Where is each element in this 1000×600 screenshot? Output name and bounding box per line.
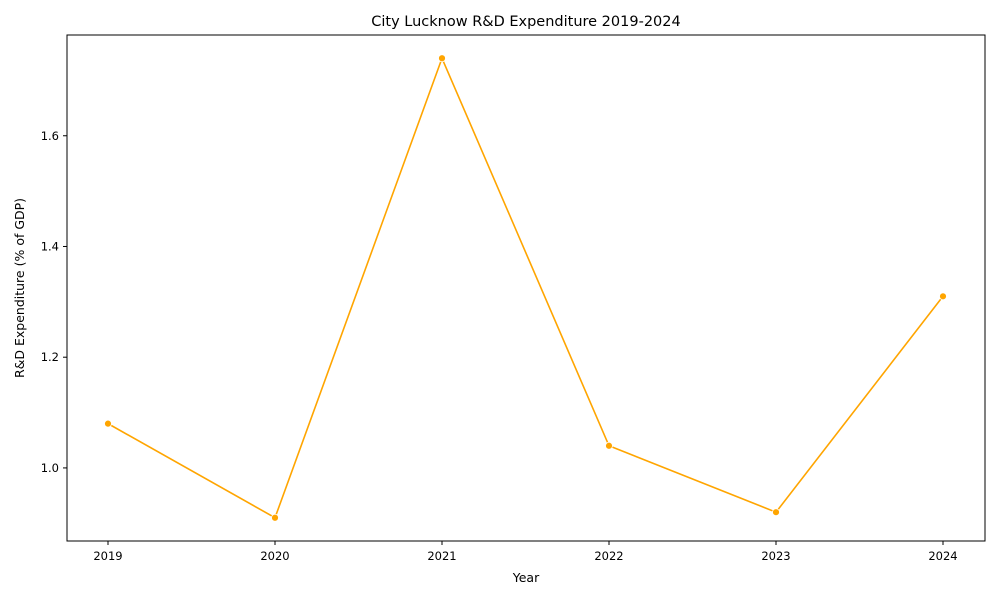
- y-tick-label: 1.2: [41, 350, 59, 364]
- plot-area-frame: [66, 34, 986, 542]
- y-tick-label: 1.6: [41, 129, 59, 143]
- data-point: [271, 513, 279, 522]
- data-point: [605, 441, 613, 450]
- y-tick-label: 1.0: [41, 461, 59, 475]
- chart-title: City Lucknow R&D Expenditure 2019-2024: [371, 14, 680, 30]
- x-axis: 2019 2020 2021 2022 2023 2024: [93, 541, 958, 563]
- x-tick-label: 2020: [260, 549, 289, 563]
- data-point: [772, 508, 780, 517]
- x-tick-label: 2024: [928, 549, 957, 563]
- data-point: [438, 54, 446, 63]
- x-tick-label: 2023: [761, 549, 790, 563]
- x-tick-label: 2022: [594, 549, 623, 563]
- series-markers: [104, 54, 947, 522]
- x-tick-label: 2019: [93, 549, 122, 563]
- x-axis-label: Year: [512, 570, 540, 585]
- x-tick-label: 2021: [427, 549, 456, 563]
- y-axis: 1.0 1.2 1.4 1.6: [41, 129, 67, 475]
- data-point: [104, 419, 112, 428]
- y-axis-label: R&D Expenditure (% of GDP): [12, 198, 27, 378]
- series-line: [107, 56, 944, 519]
- data-point: [939, 292, 947, 301]
- y-tick-label: 1.4: [41, 239, 59, 253]
